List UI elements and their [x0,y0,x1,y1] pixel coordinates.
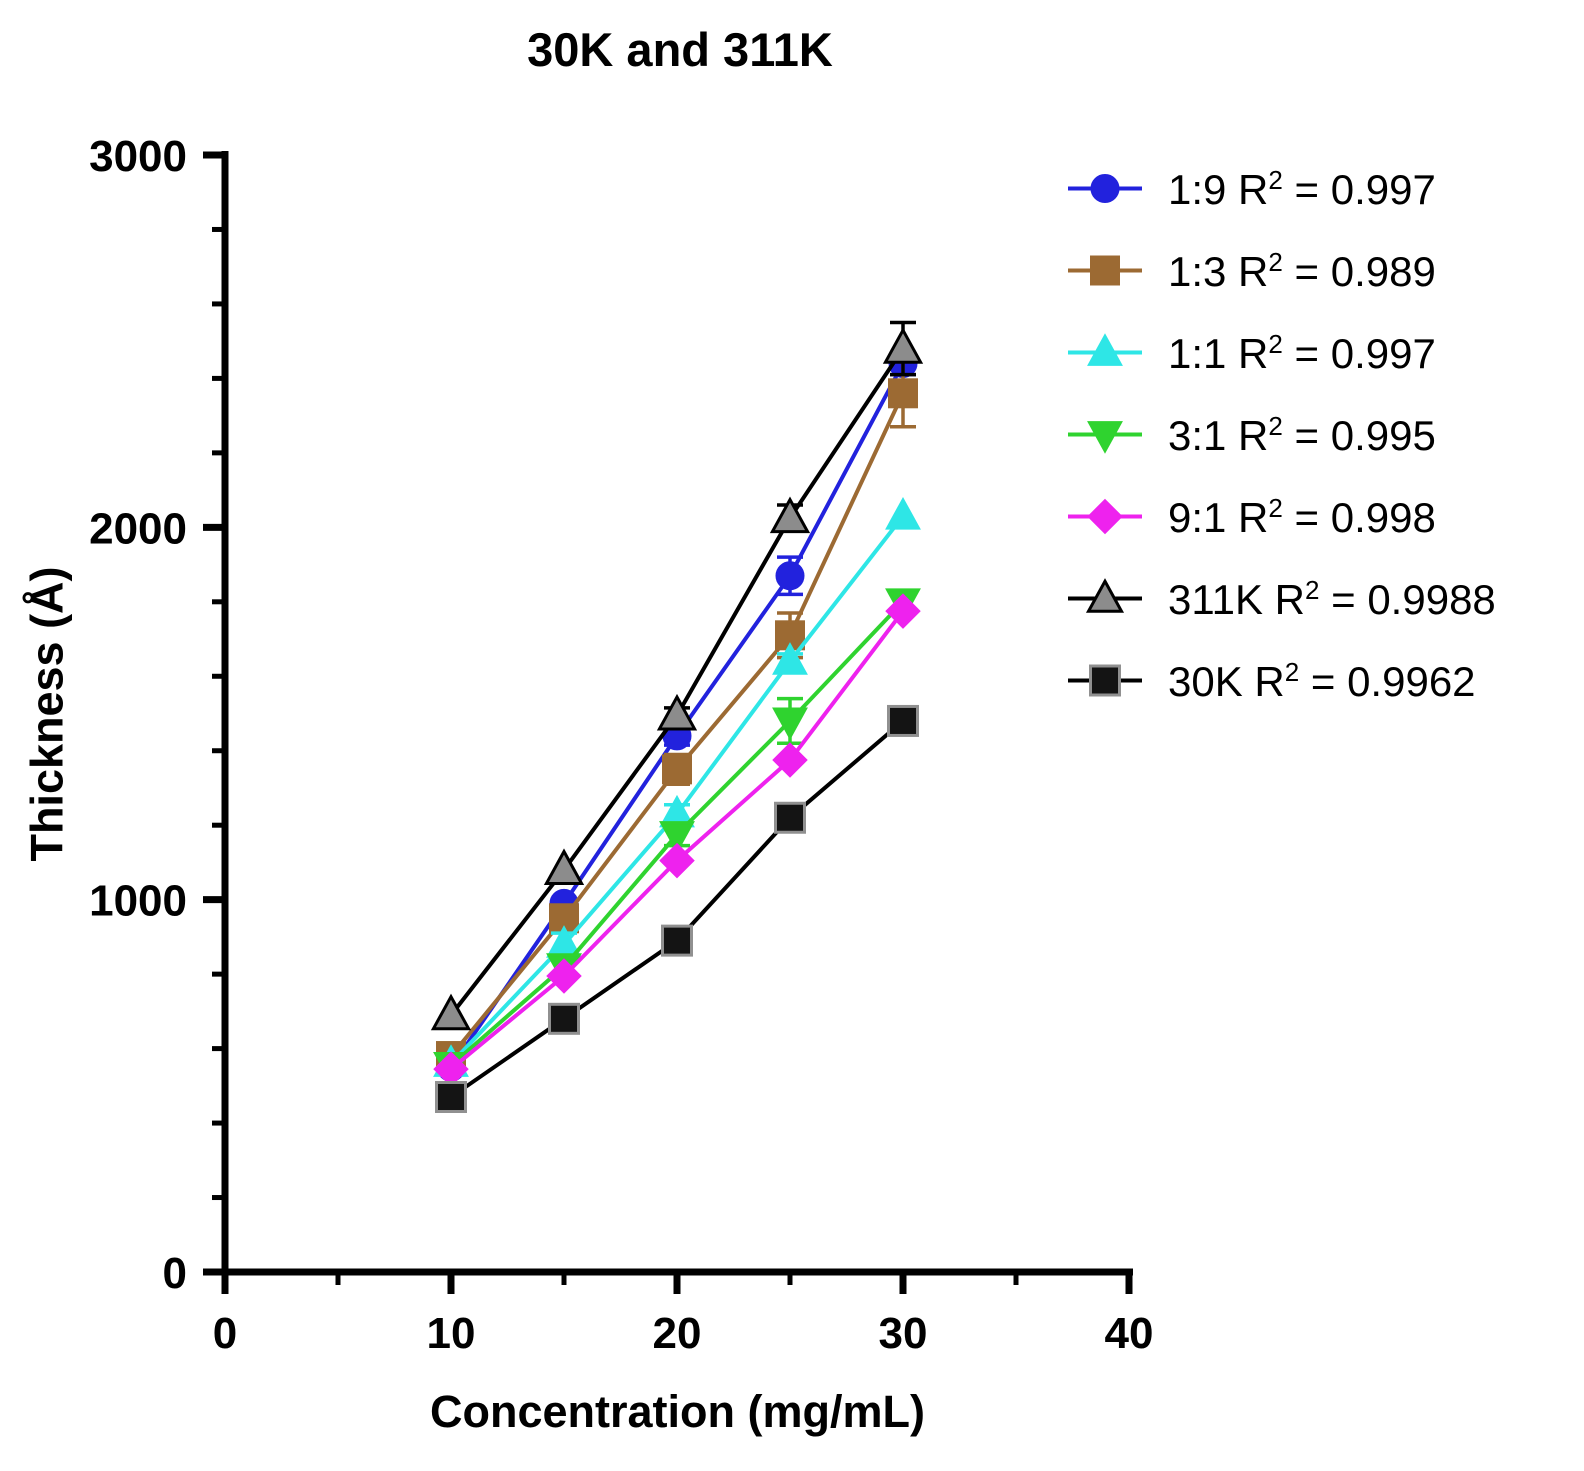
x-tick-label: 30 [879,1309,928,1358]
legend-label-3-1: 3:1 R2 = 0.995 [1168,410,1436,459]
legend-label-30k: 30K R2 = 0.9962 [1168,656,1476,705]
x-tick-label: 0 [213,1309,237,1358]
series-311k [430,320,924,1031]
x-tick-label: 10 [427,1309,476,1358]
y-tick-label: 2000 [89,504,187,553]
legend-item-311k: 311K R2 = 0.9988 [1066,574,1496,623]
circle-legend-marker-icon [1068,174,1142,203]
y-tick-label: 1000 [89,877,187,926]
series-9-1 [433,593,921,1087]
triangle-down-legend-marker-icon [1068,421,1142,454]
x-tick-label: 20 [653,1309,702,1358]
x-tick-label: 40 [1105,1309,1154,1358]
legend-item-3-1: 3:1 R2 = 0.995 [1066,410,1496,459]
legend-label-9-1: 9:1 R2 = 0.998 [1168,492,1436,541]
series-3-1 [433,588,921,1085]
legend-label-311k: 311K R2 = 0.9988 [1168,574,1496,623]
triangle-up-legend-marker-icon [1068,333,1142,366]
legend-item-30k: 30K R2 = 0.9962 [1066,656,1496,705]
legend-label-1-3: 1:3 R2 = 0.989 [1168,246,1436,295]
x-axis-label: Concentration (mg/mL) [430,1386,925,1437]
diamond-legend-marker-icon [1068,498,1142,535]
legend: 1:9 R2 = 0.997 1:3 R2 = 0.989 1:1 R2 = 0.9… [1066,164,1496,705]
legend-item-9-1: 9:1 R2 = 0.998 [1066,492,1496,541]
chart-title: 30K and 311K [527,23,833,76]
axes: 0 10 20 30 40 0 1000 2000 3000 [89,132,1153,1358]
y-tick-label: 0 [163,1249,187,1298]
square-legend-marker-icon [1068,664,1142,697]
legend-item-1-1: 1:1 R2 = 0.997 [1066,328,1496,377]
legend-label-1-1: 1:1 R2 = 0.997 [1168,328,1436,377]
legend-label-1-9: 1:9 R2 = 0.997 [1168,164,1436,213]
square-legend-marker-icon [1068,255,1142,286]
legend-item-1-3: 1:3 R2 = 0.989 [1066,246,1496,295]
series-30k [435,704,919,1114]
y-tick-label: 3000 [89,132,187,181]
triangle-up-legend-marker-icon [1068,578,1142,613]
legend-item-1-9: 1:9 R2 = 0.997 [1066,164,1496,213]
